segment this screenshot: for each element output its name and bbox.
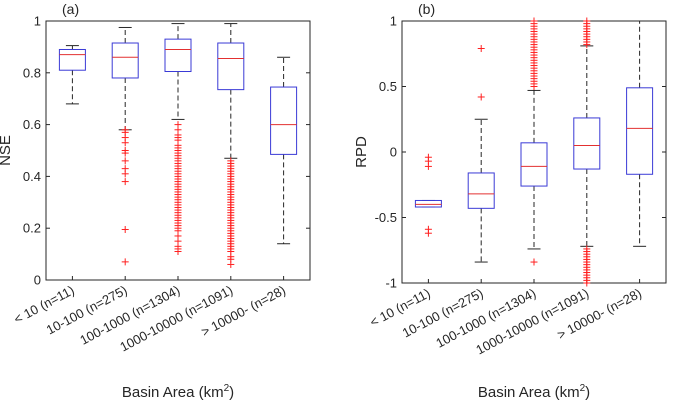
x-axis-label: Basin Area (km2) bbox=[478, 383, 590, 401]
panel-a: (a) 0 0.2 0.4 0.6 0.8 1 NSE Basin Area (km2) < 10… bbox=[0, 1, 311, 401]
ytick-label: 0.5 bbox=[379, 79, 397, 94]
y-axis-label: NSE bbox=[0, 135, 14, 166]
ytick-label: 0.4 bbox=[23, 169, 41, 184]
iqr-box bbox=[573, 117, 601, 170]
ytick-label: -0.5 bbox=[375, 210, 397, 225]
ytick-label: 1 bbox=[390, 14, 397, 29]
outlier-marker bbox=[121, 157, 129, 165]
outlier-marker bbox=[477, 45, 485, 53]
iqr-box bbox=[467, 172, 495, 209]
outlier-marker bbox=[121, 139, 129, 147]
outlier-marker bbox=[477, 93, 485, 101]
panel-label: (a) bbox=[62, 1, 79, 17]
ytick-label: 0 bbox=[390, 145, 397, 160]
x-axis-label-close: ) bbox=[229, 384, 234, 401]
outlier-marker bbox=[227, 260, 235, 268]
outlier-marker bbox=[121, 258, 129, 266]
x-axis-label-text: Basin Area (km bbox=[478, 384, 580, 401]
iqr-box bbox=[164, 38, 192, 73]
x-axis-label-sup: 2 bbox=[580, 383, 586, 394]
ytick-label: 1 bbox=[34, 14, 41, 29]
iqr-box bbox=[270, 86, 298, 155]
outlier-marker bbox=[121, 170, 129, 178]
outlier-marker bbox=[530, 258, 538, 266]
panel-b: (b) -1 -0.5 0 0.5 1 RPD Basin Area (km2) < 10 (n… bbox=[353, 1, 667, 401]
iqr-box bbox=[217, 42, 245, 91]
outlier-marker bbox=[530, 83, 538, 90]
outlier-marker bbox=[583, 41, 591, 49]
ytick-label: 0.6 bbox=[23, 117, 41, 132]
ytick-label: 0.2 bbox=[23, 221, 41, 236]
ytick-label: -1 bbox=[385, 276, 397, 291]
outlier-marker bbox=[121, 149, 129, 157]
box-1: < 10 (n=11) bbox=[367, 153, 442, 330]
box-1: < 10 (n=11) bbox=[11, 45, 86, 327]
x-axis-label: Basin Area (km2) bbox=[122, 383, 234, 401]
outlier-marker bbox=[424, 162, 432, 170]
iqr-box bbox=[58, 48, 86, 71]
outlier-marker bbox=[583, 279, 591, 287]
ytick-label: 0.8 bbox=[23, 65, 41, 80]
x-axis-label-text: Basin Area (km bbox=[122, 384, 224, 401]
iqr-box bbox=[414, 199, 442, 208]
iqr-box bbox=[520, 142, 548, 187]
outlier-marker bbox=[121, 225, 129, 233]
y-axis-label: RPD bbox=[353, 136, 370, 168]
x-axis-label-close: ) bbox=[585, 384, 590, 401]
iqr-box bbox=[111, 42, 139, 79]
panel-label: (b) bbox=[418, 1, 435, 17]
ytick-label: 0 bbox=[34, 273, 41, 288]
iqr-box bbox=[626, 87, 654, 175]
outlier-marker bbox=[121, 178, 129, 186]
outlier-marker bbox=[424, 229, 432, 237]
outlier-marker bbox=[174, 248, 182, 256]
x-axis-label-sup: 2 bbox=[224, 383, 230, 394]
